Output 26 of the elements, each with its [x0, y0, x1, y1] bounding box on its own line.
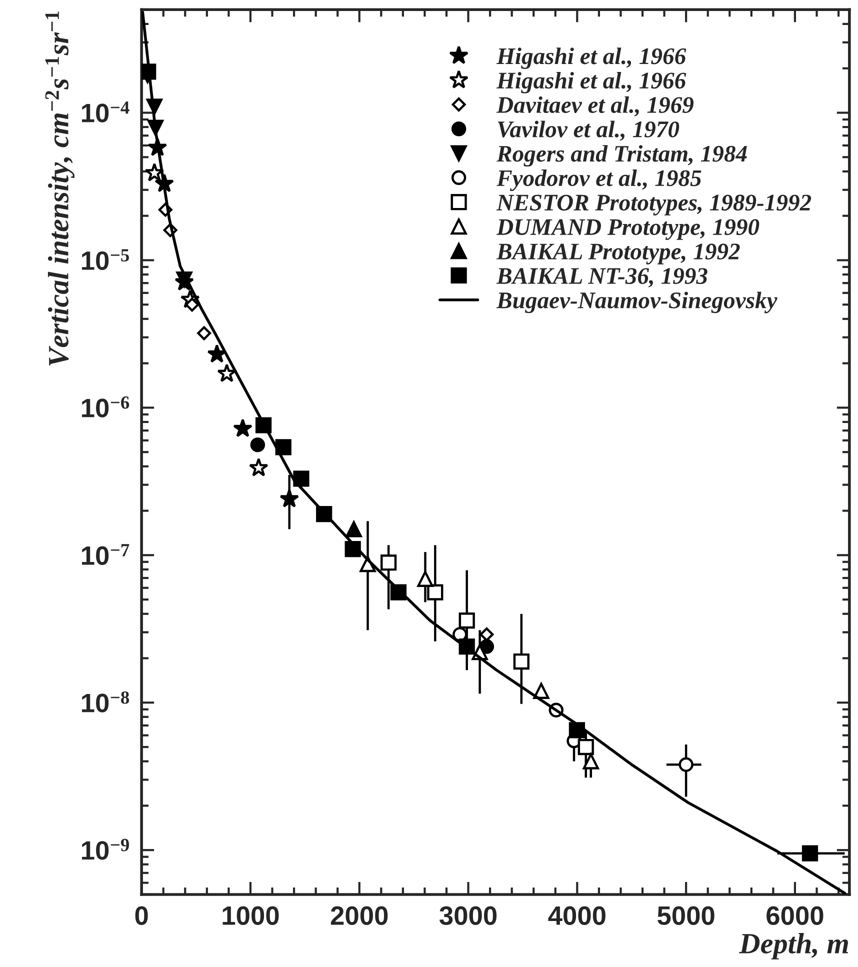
x-tick-label: 2000: [330, 906, 388, 925]
x-tick-label: 0: [135, 906, 148, 925]
y-tick-label: 10$^{−4}$: [82, 101, 130, 122]
legend-label: Vavilov et al., 1970: [498, 120, 680, 141]
y-tick-label: 10$^{−5}$: [82, 249, 129, 270]
legend-label: NESTOR Prototypes, 1989-1992: [496, 194, 812, 216]
y-tick-label: 10$^{−9}$: [82, 838, 129, 860]
x-tick-label: 4000: [548, 906, 606, 925]
legend-label: Higashi et al., 1966: [496, 72, 686, 94]
x-tick-label: 3000: [440, 906, 497, 926]
y-axis-title: Vertical intensity, cm$^{−2}$s$^{−1}$sr$^{−1}$: [45, 11, 74, 366]
x-tick-label: 5000: [658, 906, 714, 925]
legend-label: Fyodorov et al., 1985: [496, 170, 702, 192]
y-tick-label: 10$^{−8}$: [82, 691, 130, 712]
legend-label: Rogers and Tristam, 1984: [496, 145, 747, 167]
legend-label: BAIKAL Prototype, 1992: [496, 244, 740, 264]
legend-label: Davitaev et al., 1969: [496, 96, 694, 116]
x-tick-label: 1000: [222, 906, 279, 925]
legend-label: Higashi et al., 1966: [496, 48, 686, 70]
legend-label: BAIKAL NT-36, 1993: [496, 268, 708, 288]
legend-label: DUMAND Prototype, 1990: [496, 219, 760, 240]
legend-label: Bugaev-Naumov-Sinegovsky: [496, 292, 778, 314]
x-tick-label: 6000: [766, 906, 824, 925]
y-tick-label: 10$^{−6}$: [82, 396, 130, 418]
x-axis-title: Depth, m: [739, 932, 848, 960]
y-tick-label: 10$^{−7}$: [82, 544, 130, 565]
